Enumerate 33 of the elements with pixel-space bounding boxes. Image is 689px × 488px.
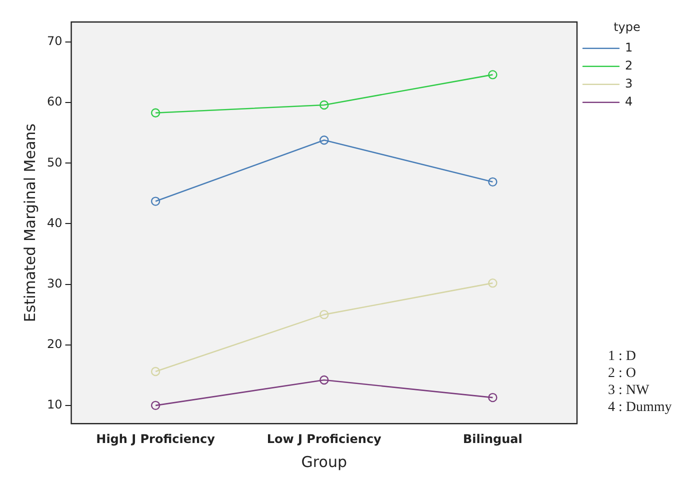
legend-label: 2 [625, 58, 633, 73]
point [150, 400, 160, 410]
point [150, 366, 160, 376]
y-tick-label: 10 [46, 398, 62, 412]
x-tick-label: Bilingual [463, 432, 522, 446]
text: 2 : O [608, 365, 637, 382]
point [320, 100, 329, 110]
point [488, 392, 498, 402]
point [488, 177, 498, 187]
y-tick-label: 30 [46, 276, 62, 290]
y-tick-label: 40 [46, 216, 62, 230]
x-tick-label: High J Proficiency [96, 432, 216, 446]
y-tick-label: 20 [46, 336, 62, 351]
x-tick-label: Low J Proficiency [266, 432, 382, 446]
legend-label: 3 [625, 76, 633, 91]
point [320, 375, 329, 385]
y-tick-label: 60 [46, 94, 62, 109]
point [150, 108, 160, 118]
y-tick-label: 70 [46, 34, 62, 48]
legend-label: 4 [625, 94, 633, 109]
point [320, 136, 329, 145]
text: 1 : D [608, 348, 637, 365]
y-tick-label: 50 [46, 155, 62, 170]
point [150, 196, 160, 206]
point [488, 70, 498, 80]
x-axis-title: Group [301, 452, 347, 471]
y-axis-title: Estimated Marginal Means [20, 123, 39, 322]
point [488, 278, 498, 288]
text: 3 : NW [608, 382, 650, 399]
legend-label: 1 [625, 40, 633, 55]
point [320, 310, 329, 320]
legend-title: type [614, 20, 640, 34]
text: 4 : Dummy [608, 399, 672, 416]
